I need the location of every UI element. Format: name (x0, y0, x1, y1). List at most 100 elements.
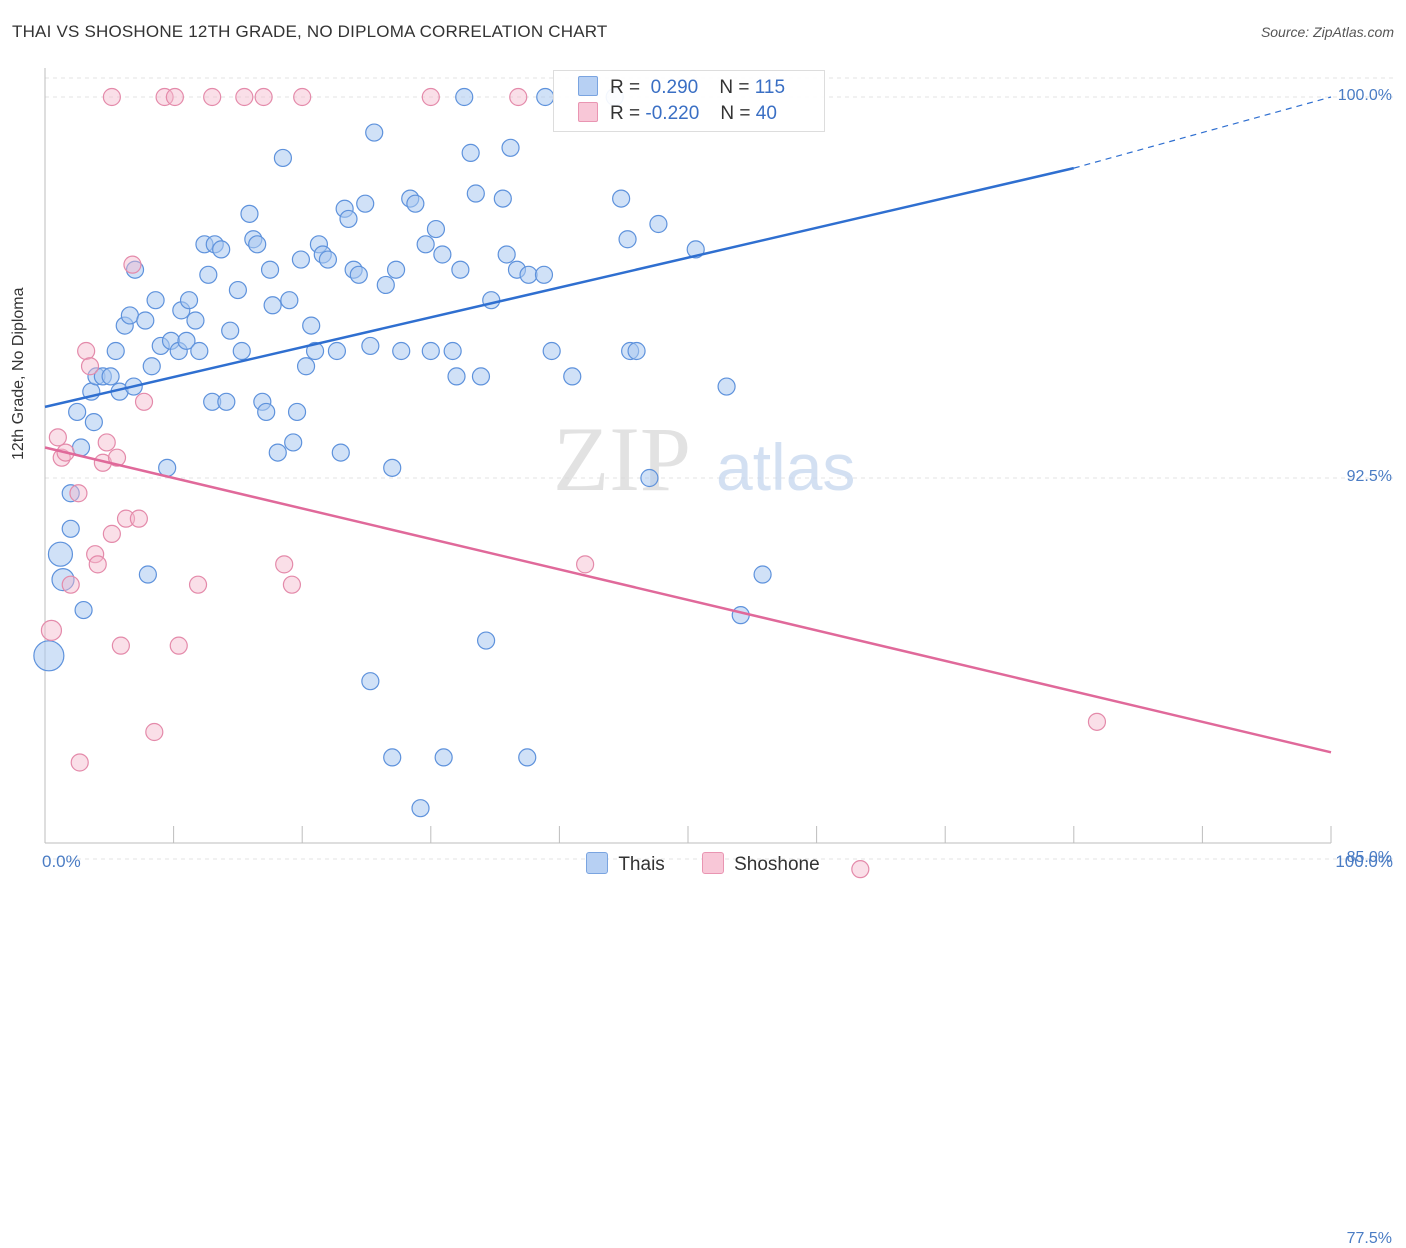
thais-point (120, 306, 139, 325)
thais-legend-swatch (586, 852, 609, 874)
thais-point (618, 230, 637, 249)
shoshone-point (77, 341, 96, 361)
thais-point (471, 367, 491, 386)
thais-point (284, 433, 303, 452)
shoshone-point (293, 87, 312, 107)
shoshone-point (851, 860, 870, 879)
series-legend: Thais Shoshone (0, 852, 1406, 876)
thais-point (302, 316, 321, 335)
thais-point (447, 367, 466, 386)
thais-point (349, 265, 368, 284)
thais-point (361, 672, 380, 691)
thais-point (217, 392, 236, 411)
thais-r-value: 0.290 (650, 77, 699, 98)
thais-point (451, 260, 470, 279)
thais-point (125, 260, 145, 279)
thais-point (482, 291, 501, 310)
watermark-atlas: atlas (716, 430, 855, 504)
watermark-zip: ZIP (553, 408, 691, 510)
shoshone-point (111, 636, 130, 655)
shoshone-point (80, 357, 100, 376)
thais-point (138, 565, 157, 584)
thais-point (268, 443, 287, 462)
thais-point (563, 367, 582, 386)
thais-point (291, 250, 311, 269)
thais-point (248, 235, 267, 254)
n-label: N = (720, 103, 751, 124)
shoshone-point (576, 555, 595, 574)
thais-point (280, 291, 299, 310)
thais-point (356, 194, 375, 213)
shoshone-legend-swatch (702, 852, 725, 874)
thais-swatch (578, 76, 598, 96)
thais-point (106, 341, 125, 361)
shoshone-point (88, 555, 107, 574)
thais-point (331, 443, 350, 462)
thais-point (47, 541, 74, 567)
n-label: N = (719, 77, 750, 98)
thais-point (434, 748, 453, 767)
shoshone-point (145, 722, 164, 742)
thais-point (318, 250, 338, 269)
thais-point (455, 87, 474, 107)
shoshone-point (107, 448, 127, 467)
shoshone-point (169, 636, 188, 655)
thais-legend-label: Thais (618, 854, 665, 875)
shoshone-point (254, 87, 273, 107)
scatter-plot: ZIP atlas (33, 68, 1393, 879)
shoshone-legend-label: Shoshone (734, 854, 820, 875)
thais-point (260, 260, 280, 279)
legend-row-thais: R = 0.290 N = 115 (578, 76, 785, 100)
shoshone-r-value: -0.220 (645, 103, 700, 124)
thais-trend-extension (1073, 96, 1332, 169)
thais-point (221, 321, 240, 340)
thais-point (466, 184, 485, 203)
thais-point (443, 341, 462, 361)
thais-point (392, 341, 411, 361)
y-tick-label: 85.0% (1346, 849, 1392, 866)
thais-point (232, 341, 251, 361)
shoshone-point (129, 509, 148, 528)
shoshone-swatch (578, 102, 598, 122)
thais-point (433, 245, 452, 264)
y-tick-label: 77.5% (1346, 1230, 1392, 1247)
stats-legend: R = 0.290 N = 115 R = -0.220 N = 40 (553, 70, 825, 132)
r-label: R = (610, 103, 641, 124)
thais-point (61, 519, 80, 538)
r-label: R = (610, 77, 641, 98)
legend-item-shoshone[interactable]: Shoshone (702, 852, 820, 876)
shoshone-n-value: 40 (755, 103, 777, 124)
shoshone-point (48, 428, 67, 447)
thais-point (536, 87, 555, 107)
thais-point (383, 748, 402, 767)
thais-point (339, 209, 358, 229)
shoshone-point (69, 484, 88, 503)
shoshone-point (61, 575, 80, 594)
thais-n-value: 115 (754, 77, 786, 98)
thais-point (179, 291, 199, 310)
chart-title: THAI VS SHOSHONE 12TH GRADE, NO DIPLOMA … (12, 22, 608, 41)
thais-point (383, 458, 402, 477)
shoshone-point (509, 87, 528, 107)
thais-point (146, 291, 165, 310)
thais-point (257, 402, 276, 422)
thais-point (136, 311, 155, 330)
thais-point (534, 265, 554, 284)
thais-point (365, 123, 384, 142)
thais-point (101, 367, 120, 386)
legend-row-shoshone: R = -0.220 N = 40 (578, 102, 777, 126)
thais-point (273, 148, 293, 168)
thais-point (501, 138, 520, 157)
legend-item-thais[interactable]: Thais (586, 852, 665, 876)
thais-point (627, 341, 646, 361)
shoshone-point (102, 524, 121, 543)
shoshone-point (40, 619, 63, 642)
shoshone-point (275, 555, 294, 574)
thais-point (421, 341, 440, 361)
trend-lines (44, 96, 1332, 754)
shoshone-point (165, 87, 184, 107)
thais-point (386, 260, 406, 279)
shoshone-point (1087, 712, 1107, 731)
shoshone-point (203, 87, 222, 107)
thais-point (327, 341, 347, 361)
